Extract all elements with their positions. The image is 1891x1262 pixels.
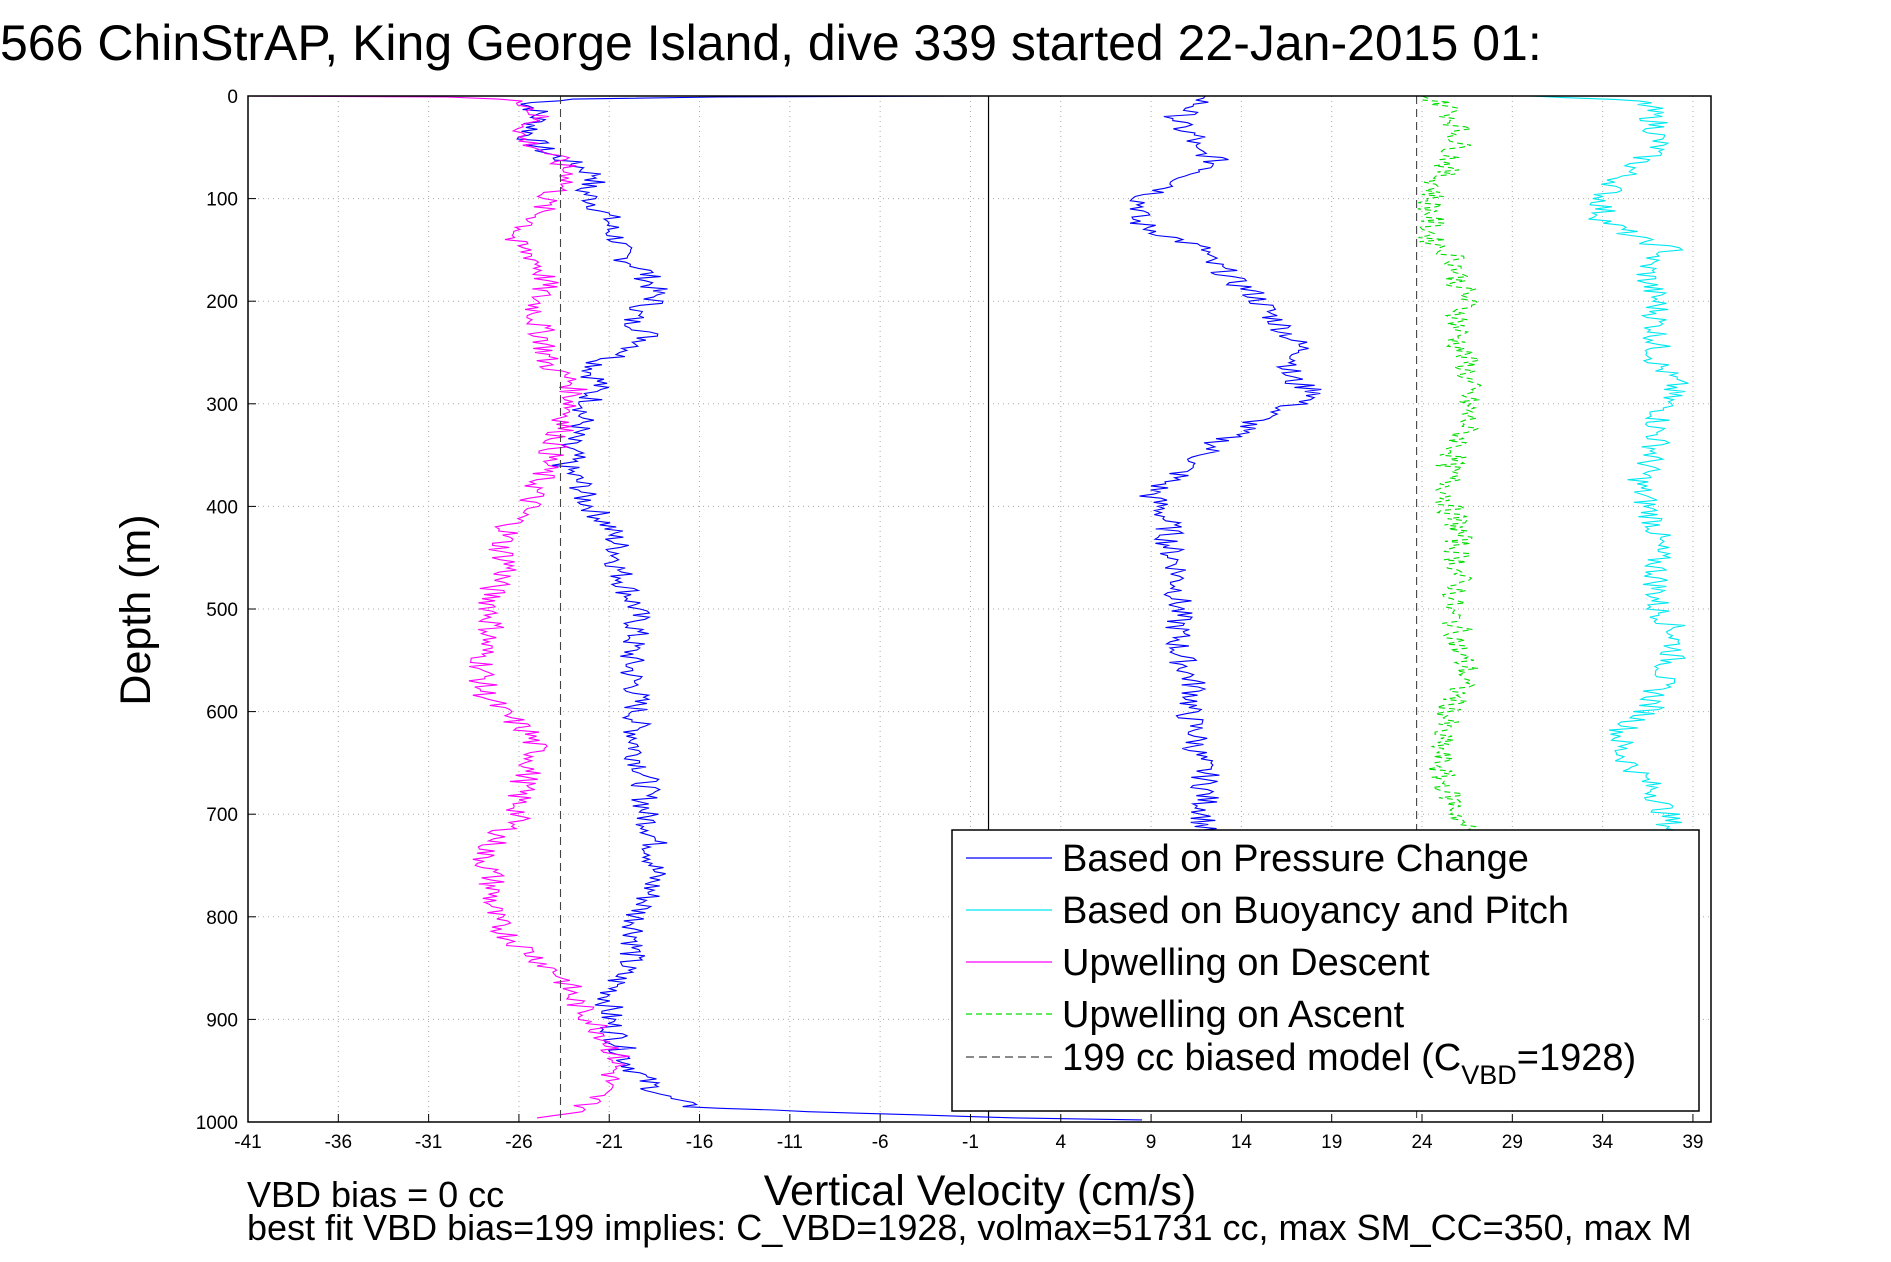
legend-label: Upwelling on Ascent	[1062, 994, 1405, 1036]
x-tick-label: 24	[1411, 1132, 1433, 1153]
x-tick-label: -31	[415, 1132, 442, 1153]
x-tick-label: 34	[1592, 1132, 1614, 1153]
y-tick-label: 100	[206, 190, 238, 211]
x-tick-label: -1	[962, 1132, 979, 1153]
legend: Based on Pressure Change Based on Buoyanc…	[951, 829, 1700, 1112]
x-tick-label: -11	[777, 1132, 803, 1153]
x-tick-label: -21	[596, 1132, 623, 1153]
x-tick-label: -41	[234, 1132, 261, 1153]
x-tick-label: 29	[1502, 1132, 1523, 1153]
legend-box	[951, 829, 1700, 1112]
x-axis-label: Vertical Velocity (cm/s)	[764, 1167, 1197, 1215]
x-tick-label: 39	[1682, 1132, 1703, 1153]
legend-label: 199 cc biased model (CVBD=1928)	[1062, 1037, 1636, 1090]
y-axis-ticks: 0 100 200 300 400 500 600 700 800 900 1000	[196, 87, 256, 1134]
chart-title: 566 ChinStrAP, King George Island, dive …	[0, 15, 1542, 71]
legend-label: Based on Buoyancy and Pitch	[1062, 890, 1569, 932]
series-line-0	[516, 95, 1143, 1121]
x-axis-ticks: -41 -36 -31 -26 -21 -16 -11 -6 -1 4 9 14 19 24 29 34 39	[234, 1114, 1704, 1153]
y-axis-label: Depth (m)	[112, 514, 160, 705]
x-tick-label: -6	[872, 1132, 889, 1153]
x-tick-label: -26	[505, 1132, 532, 1153]
x-tick-label: 4	[1055, 1132, 1066, 1153]
series-line-3	[247, 95, 630, 1119]
y-tick-label: 600	[206, 703, 238, 724]
x-tick-label: 9	[1146, 1132, 1157, 1153]
y-tick-label: 300	[206, 395, 238, 416]
x-tick-label: 19	[1321, 1132, 1342, 1153]
series-line-4	[1417, 95, 1483, 836]
series-line-2	[1530, 95, 1689, 835]
y-tick-label: 1000	[196, 1113, 238, 1134]
y-tick-label: 500	[206, 600, 238, 621]
series-line-1	[1129, 95, 1322, 836]
y-tick-label: 200	[206, 292, 238, 313]
y-tick-label: 800	[206, 908, 238, 929]
y-tick-label: 700	[206, 805, 238, 826]
y-tick-label: 400	[206, 497, 238, 518]
footer-vbd-bias: VBD bias = 0 cc	[247, 1174, 504, 1215]
y-tick-label: 900	[206, 1010, 238, 1031]
legend-label: Upwelling on Descent	[1062, 942, 1430, 984]
y-tick-label: 0	[227, 87, 238, 108]
x-tick-label: 14	[1231, 1132, 1253, 1153]
x-tick-label: -36	[325, 1132, 352, 1153]
x-tick-label: -16	[686, 1132, 713, 1153]
footer-best-fit: best fit VBD bias=199 implies: C_VBD=192…	[247, 1207, 1692, 1248]
legend-label: Based on Pressure Change	[1062, 838, 1529, 880]
series-lines	[247, 95, 1689, 1122]
